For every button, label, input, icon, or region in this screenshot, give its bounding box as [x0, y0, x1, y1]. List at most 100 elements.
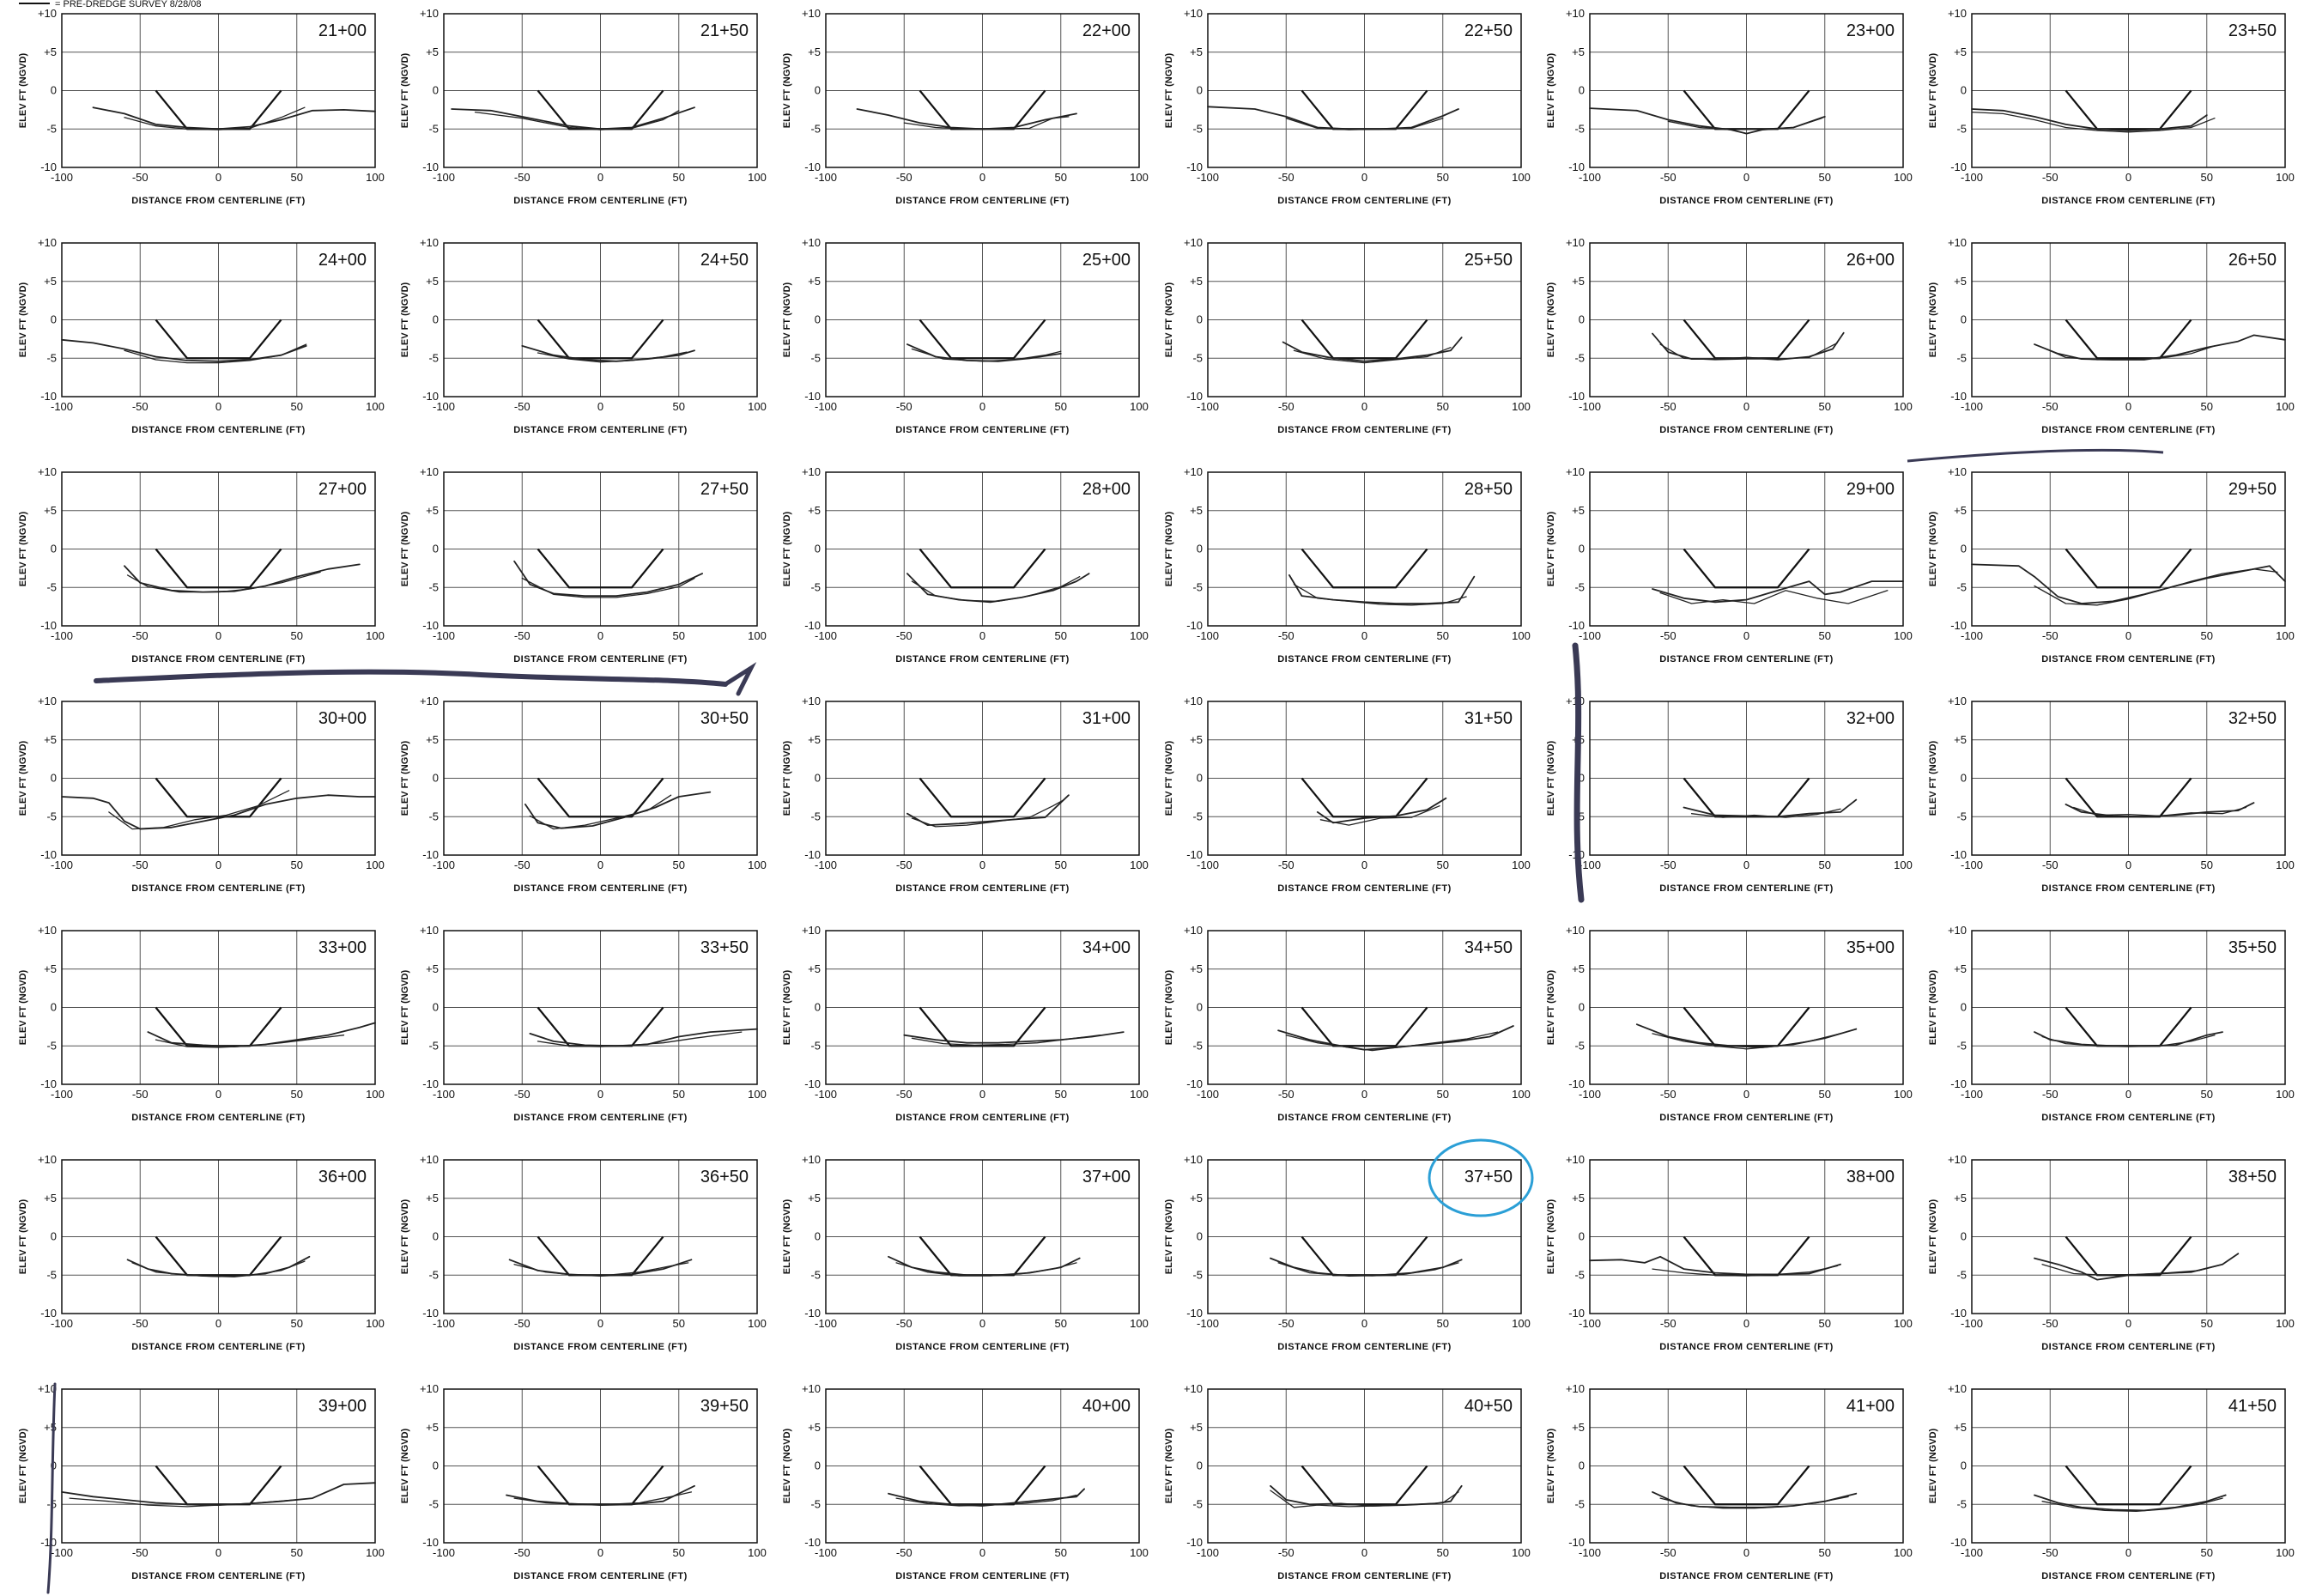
x-tick-label: -50	[896, 859, 913, 871]
station-label: 29+00	[1846, 480, 1895, 499]
y-tick-label: +5	[1190, 962, 1203, 975]
x-tick-label: -100	[1579, 400, 1601, 413]
x-tick-label: 100	[2276, 1546, 2295, 1559]
y-tick-label: 0	[433, 772, 439, 785]
plot-frame	[825, 1159, 1140, 1314]
x-tick-label: -50	[132, 171, 149, 184]
survey-line-2	[537, 1031, 743, 1047]
x-tick-label: 100	[1130, 1088, 1149, 1101]
plot-frame	[825, 13, 1140, 168]
y-tick-label: +10	[1184, 695, 1203, 707]
cross-section-26+00: +10 +5 0 -5 -10-100 -50 0 50 100 DISTANCE FROM CE…	[1546, 236, 1913, 435]
x-tick-label: 100	[1512, 859, 1531, 871]
y-tick-label: 0	[1197, 772, 1203, 785]
design-template-line	[1683, 548, 1810, 589]
x-axis-label: DISTANCE FROM CENTERLINE (FT)	[1659, 654, 1834, 664]
y-tick-label: 0	[433, 313, 439, 326]
cross-section-37+50: +10 +5 0 -5 -10-100 -50 0 50 100 DISTANCE FROM CE…	[1164, 1153, 1531, 1352]
x-tick-label: 50	[1055, 629, 1067, 642]
cross-section-29+00: +10 +5 0 -5 -10-100 -50 0 50 100 DISTANCE FROM CE…	[1546, 465, 1913, 664]
y-tick-label: +5	[1954, 504, 1967, 517]
survey-line-2	[911, 798, 1065, 828]
y-tick-label: -5	[810, 1497, 821, 1510]
x-tick-label: 50	[1055, 171, 1067, 184]
station-label: 38+50	[2228, 1168, 2277, 1186]
y-tick-label: 0	[1961, 313, 1967, 326]
x-axis-label: DISTANCE FROM CENTERLINE (FT)	[1277, 654, 1452, 664]
y-tick-label: 0	[51, 84, 57, 97]
x-axis-label: DISTANCE FROM CENTERLINE (FT)	[513, 196, 688, 206]
x-tick-label: 100	[748, 1088, 767, 1101]
station-label: 37+00	[1082, 1168, 1131, 1186]
x-tick-label: 100	[1894, 1317, 1913, 1330]
cross-section-28+00: +10 +5 0 -5 -10-100 -50 0 50 100 DISTANCE FROM CE…	[782, 465, 1149, 664]
y-axis-label: ELEV FT (NGVD)	[1546, 969, 1556, 1045]
survey-line-1	[888, 1488, 1085, 1507]
y-axis-label: ELEV FT (NGVD)	[18, 52, 28, 128]
x-tick-label: 100	[1512, 400, 1531, 413]
station-label: 22+50	[1464, 21, 1513, 40]
x-tick-label: -50	[1278, 1317, 1295, 1330]
x-tick-label: -50	[132, 859, 149, 871]
x-axis-label: DISTANCE FROM CENTERLINE (FT)	[1659, 883, 1834, 894]
x-tick-label: 50	[1819, 1546, 1831, 1559]
station-label: 39+00	[318, 1397, 367, 1416]
x-tick-label: 50	[673, 859, 685, 871]
y-tick-label: +10	[420, 1382, 439, 1395]
x-axis-label: DISTANCE FROM CENTERLINE (FT)	[131, 654, 306, 664]
y-tick-label: -10	[804, 161, 821, 173]
x-axis-label: DISTANCE FROM CENTERLINE (FT)	[1277, 1113, 1452, 1123]
y-tick-label: -5	[46, 580, 57, 593]
y-axis-label: ELEV FT (NGVD)	[1164, 740, 1174, 816]
survey-line-2	[1659, 342, 1838, 361]
x-axis-label: DISTANCE FROM CENTERLINE (FT)	[1659, 196, 1834, 206]
y-tick-label: +5	[1572, 1192, 1585, 1205]
station-label: 40+50	[1464, 1397, 1513, 1416]
y-axis-label: ELEV FT (NGVD)	[18, 1199, 28, 1274]
plot-frame	[61, 1388, 376, 1544]
y-tick-label: -10	[422, 390, 439, 403]
x-tick-label: 50	[673, 400, 685, 413]
y-tick-label: 0	[433, 543, 439, 555]
survey-line-1	[1683, 798, 1858, 818]
x-tick-label: -100	[51, 859, 73, 871]
x-axis-label: DISTANCE FROM CENTERLINE (FT)	[1659, 1571, 1834, 1581]
station-label: 33+50	[700, 938, 749, 957]
y-tick-label: +5	[1190, 733, 1203, 746]
x-tick-label: 100	[366, 1546, 385, 1559]
x-tick-label: 100	[1894, 859, 1913, 871]
y-tick-label: -5	[1574, 1268, 1585, 1281]
x-tick-label: -100	[815, 859, 837, 871]
cross-section-21+00: +10 +5 0 -5 -10-100 -50 0 50 100 DISTANCE FROM CE…	[18, 7, 385, 206]
x-tick-label: -50	[896, 400, 913, 413]
station-label: 35+50	[2228, 938, 2277, 957]
y-tick-label: +10	[802, 1382, 821, 1395]
survey-line-1	[1282, 337, 1463, 362]
x-tick-label: -100	[1579, 1546, 1601, 1559]
station-label: 33+00	[318, 938, 367, 957]
design-template-line	[1301, 1006, 1428, 1047]
x-tick-label: -100	[1961, 171, 1983, 184]
y-tick-label: +5	[44, 46, 57, 58]
plot-frame	[1971, 471, 2286, 627]
plot-frame	[825, 242, 1140, 397]
survey-line-1	[856, 108, 1077, 130]
station-label: 26+50	[2228, 251, 2277, 270]
plot-frame	[1971, 701, 2286, 856]
y-tick-label: +10	[1948, 465, 1967, 478]
survey-line-1	[2034, 334, 2286, 361]
y-tick-label: -5	[428, 351, 439, 364]
y-tick-label: +10	[420, 1153, 439, 1166]
y-tick-label: -10	[40, 848, 57, 861]
station-label: 31+50	[1464, 709, 1513, 728]
survey-line-2	[911, 1035, 1101, 1047]
plot-frame	[1207, 930, 1522, 1085]
x-tick-label: 0	[1361, 1546, 1367, 1559]
y-tick-label: +5	[44, 275, 57, 288]
x-tick-label: -100	[815, 1317, 837, 1330]
cross-section-21+50: +10 +5 0 -5 -10-100 -50 0 50 100 DISTANCE FROM CE…	[400, 7, 767, 206]
plot-frame	[1971, 1388, 2286, 1544]
x-axis-label: DISTANCE FROM CENTERLINE (FT)	[131, 1342, 306, 1352]
x-tick-label: -100	[1579, 859, 1601, 871]
x-tick-label: 50	[1055, 1088, 1067, 1101]
